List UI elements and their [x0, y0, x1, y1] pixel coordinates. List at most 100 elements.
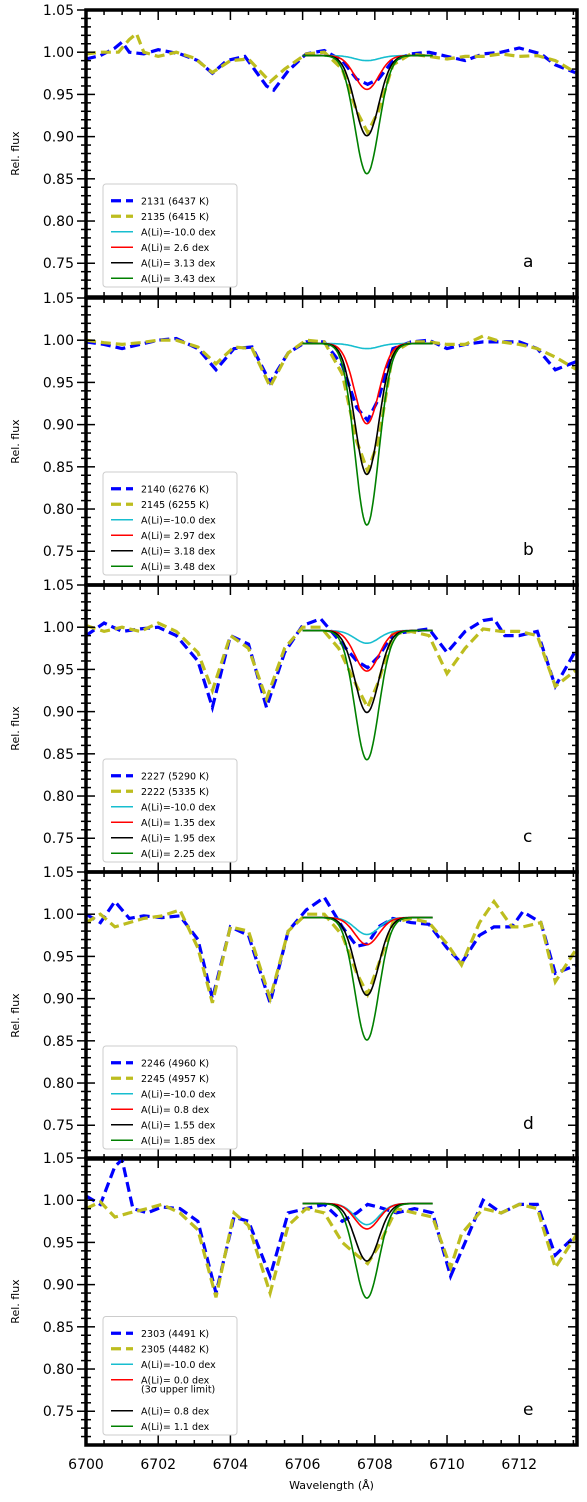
y-tick-label: 0.75: [43, 1404, 74, 1420]
legend-label: A(Li)=-10.0 dex: [141, 1089, 216, 1100]
legend: 2140 (6276 K) 2145 (6255 K) A(Li)=-10.0 de…: [102, 471, 238, 576]
legend-label: 2305 (4482 K): [141, 1344, 209, 1355]
legend-box: [102, 758, 238, 863]
x-tick-label: 6700: [68, 1457, 104, 1473]
series-line-6: [302, 916, 433, 1041]
series-line-3: [302, 916, 433, 936]
y-tick-label: 0.95: [43, 662, 74, 678]
y-tick-label: 0.75: [43, 831, 74, 847]
legend-label: A(Li)=-10.0 dex: [141, 802, 216, 813]
legend: 2246 (4960 K) 2245 (4957 K) A(Li)=-10.0 de…: [102, 1045, 238, 1150]
y-tick-label: 0.95: [43, 1235, 74, 1251]
series-line-5: [302, 54, 433, 137]
y-axis-title: Rel. flux: [9, 1279, 22, 1324]
panel-e: 0.75 0.80 0.85 0.90 0.95 1.00 1.05 6700 6702 6704…: [9, 1151, 579, 1492]
y-tick-label: 1.05: [43, 865, 74, 881]
legend: 2303 (4491 K) 2305 (4482 K) A(Li)=-10.0 de…: [102, 1316, 238, 1436]
series-line-6: [302, 54, 433, 175]
y-tick-label: 0.80: [43, 214, 74, 230]
y-tick-label: 0.85: [43, 1320, 74, 1336]
y-tick-label: 0.75: [43, 256, 74, 272]
legend-label: 2246 (4960 K): [141, 1058, 209, 1069]
legend-box: [102, 1045, 238, 1150]
y-tick-label: 0.95: [43, 949, 74, 965]
series-line-6: [302, 342, 433, 526]
legend-label: A(Li)= 1.55 dex: [141, 1120, 216, 1131]
x-axis-title: Wavelength (Å): [289, 1479, 374, 1492]
y-tick-label: 0.80: [43, 502, 74, 518]
y-tick-label: 0.85: [43, 1034, 74, 1050]
panel-a: 0.75 0.80 0.85 0.90 0.95 1.00 1.05 Rel. flux a 21…: [9, 3, 579, 299]
series-line-1: [86, 616, 577, 714]
plot-area: [86, 616, 577, 761]
legend-label: 2131 (6437 K): [141, 196, 209, 207]
series-line-6: [302, 629, 433, 761]
series-line-6: [302, 1202, 433, 1299]
legend-label: A(Li)= 2.6 dex: [141, 243, 210, 254]
series-line-2: [86, 621, 577, 712]
legend-label: 2140 (6276 K): [141, 484, 209, 495]
y-tick-label: 0.85: [43, 460, 74, 476]
y-tick-label: 0.90: [43, 130, 74, 146]
series-line-1: [86, 336, 577, 424]
legend: 2227 (5290 K) 2222 (5335 K) A(Li)=-10.0 de…: [102, 758, 238, 863]
legend-label: A(Li)= 1.1 dex: [141, 1422, 210, 1433]
y-tick-label: 0.80: [43, 789, 74, 805]
x-tick-label: 6702: [140, 1457, 176, 1473]
panel-letter: d: [523, 1114, 534, 1134]
y-tick-label: 0.80: [43, 1076, 74, 1092]
panel-letter: c: [523, 827, 532, 847]
y-tick-label: 0.95: [43, 375, 74, 391]
series-line-1: [86, 1158, 577, 1294]
legend-label: A(Li)= 0.8 dex: [141, 1105, 210, 1116]
plot-area: [86, 30, 577, 175]
y-tick-label: 1.00: [43, 45, 74, 61]
legend-label: A(Li)=-10.0 dex: [141, 515, 216, 526]
y-tick-label: 1.00: [43, 620, 74, 636]
legend-label: A(Li)= 1.35 dex: [141, 818, 216, 829]
legend-label: A(Li)= 2.25 dex: [141, 849, 216, 860]
x-tick-label: 6708: [357, 1457, 393, 1473]
legend-label: A(Li)=-10.0 dex: [141, 227, 216, 238]
plot-area: [86, 895, 577, 1041]
legend-label: A(Li)=-10.0 dex: [141, 1360, 216, 1371]
legend-label: A(Li)= 3.18 dex: [141, 546, 216, 557]
y-tick-label: 0.90: [43, 992, 74, 1008]
legend-label: A(Li)= 3.43 dex: [141, 274, 216, 285]
y-tick-label: 0.90: [43, 418, 74, 434]
y-axis-title: Rel. flux: [9, 706, 22, 751]
y-tick-label: 1.05: [43, 3, 74, 19]
series-line-2: [86, 30, 577, 136]
legend-label: 2245 (4957 K): [141, 1074, 209, 1085]
y-tick-label: 1.05: [43, 1151, 74, 1167]
legend-box: [102, 183, 238, 288]
series-line-2: [86, 1199, 577, 1299]
legend-label: 2222 (5335 K): [141, 787, 209, 798]
y-tick-label: 0.85: [43, 172, 74, 188]
y-tick-label: 0.75: [43, 544, 74, 560]
y-tick-label: 0.90: [43, 705, 74, 721]
panel-letter: b: [523, 540, 534, 560]
panel-d: 0.75 0.80 0.85 0.90 0.95 1.00 1.05 Rel. flux d 22…: [9, 865, 579, 1161]
y-axis-title: Rel. flux: [9, 131, 22, 176]
legend-label: A(Li)= 1.95 dex: [141, 833, 216, 844]
legend-label: 2303 (4491 K): [141, 1329, 209, 1340]
series-line-5: [302, 916, 433, 997]
y-tick-label: 1.00: [43, 907, 74, 923]
series-line-2: [86, 334, 577, 476]
y-tick-label: 0.90: [43, 1278, 74, 1294]
legend-box: [102, 471, 238, 576]
legend-label: 2227 (5290 K): [141, 771, 209, 782]
y-tick-label: 1.00: [43, 1193, 74, 1209]
legend-label: A(Li)= 3.48 dex: [141, 562, 216, 573]
legend-label: 2145 (6255 K): [141, 500, 209, 511]
x-tick-label: 6712: [501, 1457, 537, 1473]
panel-letter: a: [523, 252, 533, 272]
legend-label: A(Li)= 0.0 dex: [141, 1375, 210, 1386]
series-line-4: [302, 342, 433, 425]
y-tick-label: 0.75: [43, 1118, 74, 1134]
series-line-1: [86, 39, 577, 93]
x-tick-label: 6710: [429, 1457, 465, 1473]
panel-letter: e: [523, 1400, 533, 1420]
